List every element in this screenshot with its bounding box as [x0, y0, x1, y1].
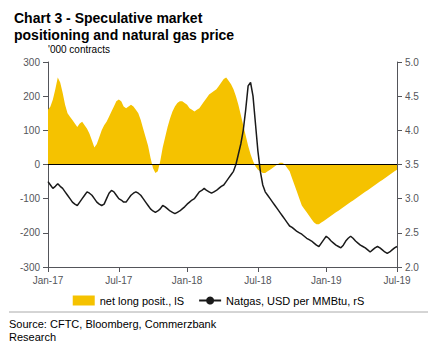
- svg-text:4.0: 4.0: [405, 125, 419, 136]
- svg-text:Jul-17: Jul-17: [105, 275, 133, 286]
- svg-text:0: 0: [34, 159, 40, 170]
- svg-text:-100: -100: [20, 193, 40, 204]
- svg-text:100: 100: [23, 125, 40, 136]
- svg-text:-200: -200: [20, 227, 40, 238]
- svg-text:2.5: 2.5: [405, 227, 419, 238]
- svg-text:Source: CFTC, Bloomberg, Comme: Source: CFTC, Bloomberg, Commerzbank: [9, 318, 217, 330]
- svg-text:Natgas, USD per MMBtu, rS: Natgas, USD per MMBtu, rS: [226, 295, 364, 307]
- svg-text:300: 300: [23, 57, 40, 68]
- svg-text:Jan-18: Jan-18: [172, 275, 203, 286]
- svg-text:Jan-19: Jan-19: [311, 275, 342, 286]
- svg-text:5.0: 5.0: [405, 57, 419, 68]
- svg-text:Jan-17: Jan-17: [33, 275, 64, 286]
- svg-text:-300: -300: [20, 262, 40, 273]
- svg-text:Research: Research: [9, 331, 56, 343]
- svg-text:'000 contracts: '000 contracts: [48, 44, 110, 55]
- svg-text:Jul-19: Jul-19: [383, 275, 411, 286]
- svg-text:3.5: 3.5: [405, 159, 419, 170]
- svg-text:Chart 3 - Speculative market: Chart 3 - Speculative market: [14, 10, 203, 26]
- svg-text:net long posit., lS: net long posit., lS: [100, 295, 184, 307]
- svg-text:Jul-18: Jul-18: [244, 275, 272, 286]
- svg-text:200: 200: [23, 91, 40, 102]
- svg-text:4.5: 4.5: [405, 91, 419, 102]
- svg-text:3.0: 3.0: [405, 193, 419, 204]
- svg-text:2.0: 2.0: [405, 262, 419, 273]
- svg-text:positioning and natural gas pr: positioning and natural gas price: [14, 27, 234, 43]
